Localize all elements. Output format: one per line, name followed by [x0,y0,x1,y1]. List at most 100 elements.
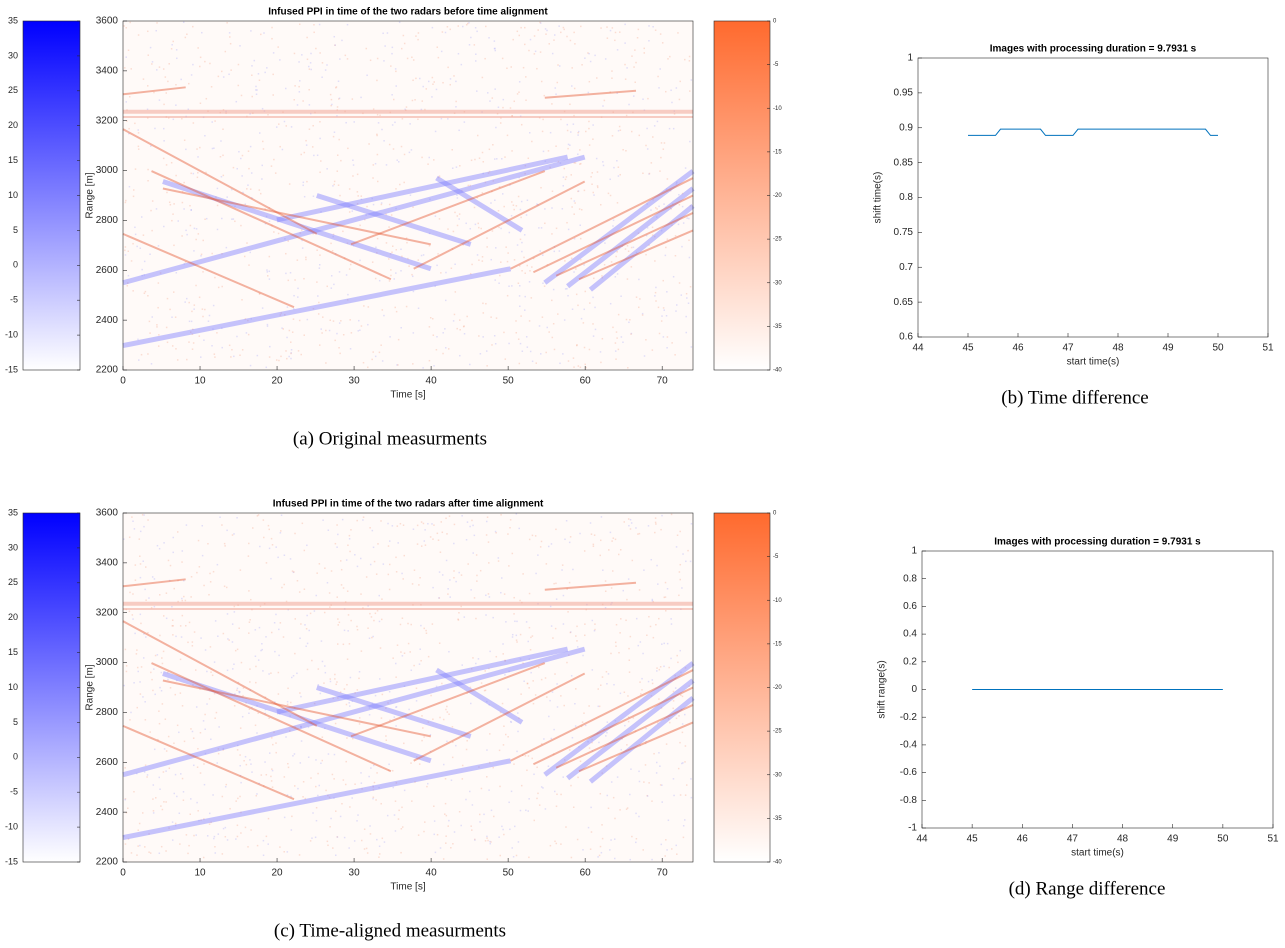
noise [569,631,572,634]
noise [575,268,577,270]
noise [483,813,485,816]
noise [356,173,359,176]
noise [602,105,604,107]
noise [575,688,577,690]
noise [606,794,609,797]
noise [358,677,360,680]
noise [149,253,151,256]
noise [553,250,556,253]
noise [419,576,421,579]
noise [247,333,250,336]
noise [648,782,650,784]
noise [313,702,316,705]
noise [446,705,448,708]
noise [562,594,565,597]
noise [672,275,675,278]
noise [456,224,459,227]
noise [372,796,375,798]
noise [571,67,573,69]
noise [321,736,324,738]
noise [560,793,562,796]
noise [453,523,456,526]
noise [216,187,219,190]
noise [134,233,137,236]
noise [221,524,223,526]
noise [183,208,185,210]
noise [338,346,340,349]
noise [441,682,443,685]
noise [680,294,683,296]
noise [275,613,277,616]
noise [542,150,545,153]
noise [275,751,277,754]
noise [429,317,432,319]
noise [124,246,127,248]
noise [340,584,343,586]
noise [340,568,343,571]
noise [214,276,216,279]
noise [529,270,531,272]
noise [182,21,185,24]
noise [670,208,672,210]
noise [670,513,673,516]
noise [330,570,333,572]
noise [145,636,147,638]
noise [587,91,590,94]
noise [196,766,199,768]
noise [202,856,205,859]
noise [421,100,424,102]
noise [529,350,532,353]
noise [457,52,460,55]
x-tick-label: 46 [1017,834,1029,845]
noise [580,725,583,728]
noise [236,687,239,690]
noise [493,815,495,818]
noise [573,114,575,117]
noise [337,533,339,536]
noise [499,274,501,277]
noise [619,632,621,634]
noise [590,831,593,833]
noise [478,335,480,337]
noise [463,121,466,123]
noise [240,661,243,664]
noise [349,806,351,808]
noise [652,136,654,138]
noise [218,726,220,728]
noise [497,560,500,562]
noise [530,297,533,299]
noise [434,285,436,287]
noise [281,327,283,329]
noise [233,611,236,613]
noise [460,605,462,608]
noise [593,534,596,536]
noise [377,180,379,183]
noise [553,728,555,731]
noise [240,832,242,834]
noise [601,277,604,279]
noise [348,534,351,537]
noise [614,817,616,820]
noise [134,579,137,581]
noise [175,635,177,638]
noise [528,538,531,541]
noise [316,281,318,283]
noise [321,62,324,64]
noise [255,85,257,88]
noise [245,763,248,766]
noise [322,519,324,521]
noise [684,761,686,763]
noise [387,573,390,576]
noise [555,598,558,600]
noise [449,83,452,86]
noise [247,846,249,848]
noise [231,641,234,643]
noise [615,645,617,647]
noise [367,605,369,607]
noise [427,721,430,723]
noise [271,786,274,788]
noise [281,586,283,589]
noise [225,783,228,786]
noise [310,722,313,724]
noise [226,196,228,198]
